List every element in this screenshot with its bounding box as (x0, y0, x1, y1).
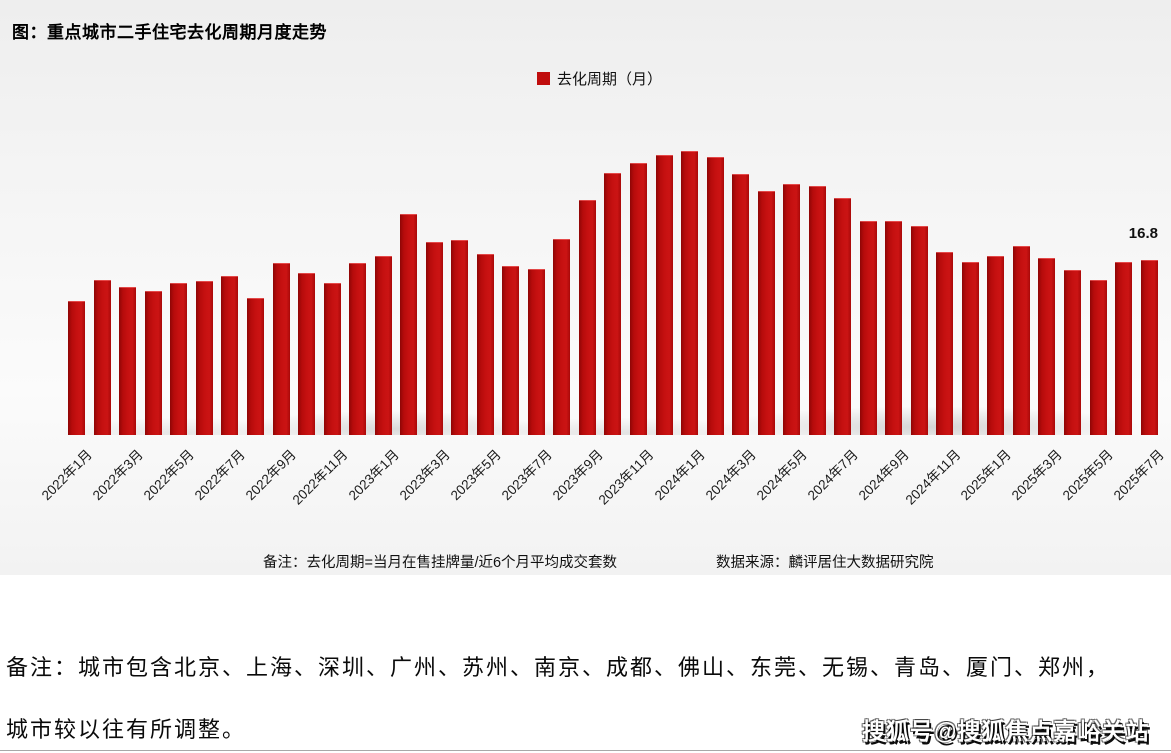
bar-2025年6月 (1115, 262, 1132, 435)
bar-2024年2月 (706, 157, 724, 435)
bar-2025年7月 (1140, 260, 1158, 435)
bar-plot (60, 151, 1160, 435)
watermark: 搜狐号@搜狐焦点嘉峪关站 (862, 718, 1150, 744)
bar-2024年1月 (681, 151, 698, 435)
bar-2025年3月 (1038, 258, 1056, 435)
bar-2022年9月 (272, 263, 290, 435)
bar-2024年12月 (961, 262, 979, 435)
bar-2023年11月 (629, 163, 647, 435)
bar-2023年10月 (604, 173, 622, 435)
legend-label: 去化周期（月） (557, 71, 663, 88)
note-formula: 备注：去化周期=当月在售挂牌量/近6个月平均成交套数 (263, 555, 618, 571)
bar-2024年4月 (757, 191, 775, 435)
last-value-label: 16.8 (1128, 225, 1158, 242)
bar-2022年2月 (93, 280, 111, 435)
bar-2024年11月 (936, 252, 954, 435)
bar-2022年7月 (221, 276, 239, 435)
bar-2023年5月 (476, 254, 494, 435)
bar-2024年9月 (885, 221, 903, 435)
chart-title: 图：重点城市二手住宅去化周期月度走势 (12, 23, 327, 42)
bar-2023年9月 (578, 200, 596, 435)
bar-2022年12月 (349, 263, 367, 435)
bar-2023年3月 (425, 242, 443, 435)
bar-2024年10月 (910, 226, 928, 435)
bar-2022年1月 (68, 301, 86, 435)
bar-2022年11月 (323, 283, 341, 435)
bar-2022年5月 (170, 283, 188, 435)
bar-2024年7月 (834, 198, 852, 435)
bar-2025年5月 (1089, 280, 1107, 435)
note-data-source: 数据来源：麟评居住大数据研究院 (716, 555, 934, 571)
bar-2024年8月 (859, 221, 877, 435)
bar-2023年2月 (400, 214, 418, 435)
bar-2025年1月 (987, 256, 1005, 435)
bar-2024年3月 (732, 174, 749, 435)
bar-2022年10月 (298, 273, 315, 435)
legend: 去化周期（月） (537, 68, 662, 89)
bar-2024年6月 (808, 186, 826, 435)
bar-2022年3月 (119, 287, 137, 435)
footnote-line2: 城市较以往有所调整。 (6, 717, 247, 742)
bar-2023年4月 (451, 240, 469, 435)
bar-2022年8月 (247, 298, 264, 435)
bar-2023年1月 (374, 256, 392, 435)
chart-panel: 图：重点城市二手住宅去化周期月度走势 去化周期（月） 2022年1月 2022年3… (0, 0, 1171, 575)
bar-2022年4月 (144, 291, 162, 435)
bar-2023年7月 (527, 269, 545, 435)
footnote-line1: 备注：城市包含北京、上海、深圳、广州、苏州、南京、成都、佛山、东莞、无锡、青岛、… (6, 655, 1111, 680)
bottom-divider (0, 750, 1171, 751)
legend-swatch-icon (537, 72, 550, 85)
bar-2023年12月 (655, 155, 673, 435)
bar-2023年8月 (553, 239, 571, 435)
bar-2025年2月 (1012, 246, 1030, 435)
bar-2025年4月 (1063, 270, 1081, 435)
bar-2024年5月 (783, 184, 801, 435)
bar-2023年6月 (502, 266, 520, 435)
bar-2022年6月 (195, 281, 213, 435)
